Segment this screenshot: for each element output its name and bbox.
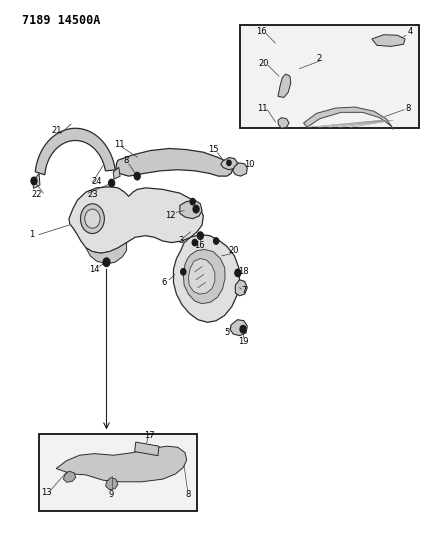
Text: 8: 8	[406, 103, 411, 112]
Circle shape	[134, 172, 140, 180]
Circle shape	[276, 40, 280, 46]
Text: 4: 4	[407, 27, 413, 36]
Text: 20: 20	[258, 59, 269, 68]
Circle shape	[193, 205, 199, 213]
Text: 20: 20	[228, 246, 238, 255]
Circle shape	[66, 465, 72, 472]
Polygon shape	[33, 173, 40, 188]
Text: 12: 12	[165, 211, 176, 220]
Polygon shape	[183, 249, 225, 304]
Polygon shape	[230, 320, 247, 336]
Polygon shape	[63, 471, 76, 482]
Circle shape	[227, 160, 231, 165]
Circle shape	[85, 209, 100, 228]
Circle shape	[240, 326, 246, 333]
Text: 17: 17	[144, 431, 155, 440]
Text: 16: 16	[256, 27, 267, 36]
Polygon shape	[56, 446, 187, 482]
Polygon shape	[180, 200, 202, 219]
Bar	[135, 442, 159, 456]
Text: 15: 15	[208, 145, 218, 154]
Circle shape	[197, 232, 203, 239]
Polygon shape	[278, 74, 291, 98]
Polygon shape	[188, 259, 215, 294]
Text: 11: 11	[257, 103, 268, 112]
Text: 10: 10	[244, 160, 254, 169]
Circle shape	[279, 72, 284, 78]
Circle shape	[299, 67, 304, 73]
Polygon shape	[69, 187, 203, 253]
Text: 8: 8	[124, 156, 129, 165]
Text: 13: 13	[41, 488, 52, 497]
Circle shape	[235, 269, 241, 277]
Bar	[240, 25, 419, 128]
Text: 18: 18	[238, 268, 249, 276]
Bar	[39, 434, 197, 511]
Polygon shape	[113, 167, 120, 179]
Polygon shape	[116, 149, 233, 176]
Polygon shape	[235, 280, 247, 296]
Text: 14: 14	[89, 265, 100, 273]
Text: 16: 16	[194, 241, 205, 250]
Text: 9: 9	[109, 489, 114, 498]
Text: 23: 23	[87, 190, 98, 199]
Text: 21: 21	[51, 126, 61, 135]
Polygon shape	[86, 243, 127, 264]
Polygon shape	[278, 118, 289, 128]
Text: 24: 24	[92, 177, 102, 186]
Text: 11: 11	[114, 140, 125, 149]
Polygon shape	[233, 163, 247, 176]
Text: 7: 7	[241, 286, 247, 295]
Text: 7189 14500A: 7189 14500A	[22, 14, 101, 27]
Circle shape	[179, 457, 185, 464]
Circle shape	[109, 179, 115, 187]
Circle shape	[31, 177, 37, 184]
Circle shape	[109, 471, 114, 477]
Text: 1: 1	[29, 230, 35, 239]
Text: 3: 3	[178, 237, 184, 246]
Text: 5: 5	[224, 328, 229, 337]
Text: 6: 6	[161, 278, 167, 287]
Circle shape	[190, 198, 195, 205]
Text: 2: 2	[316, 54, 321, 62]
Circle shape	[181, 269, 186, 275]
Text: 8: 8	[186, 489, 191, 498]
Polygon shape	[35, 128, 115, 175]
Circle shape	[103, 258, 110, 266]
Polygon shape	[372, 35, 405, 46]
Circle shape	[192, 239, 197, 246]
Polygon shape	[303, 107, 393, 130]
Polygon shape	[173, 235, 240, 322]
Text: 19: 19	[238, 337, 248, 346]
Polygon shape	[106, 478, 118, 490]
Text: 22: 22	[32, 190, 42, 199]
Circle shape	[80, 204, 104, 233]
Circle shape	[214, 238, 219, 244]
Polygon shape	[221, 158, 238, 169]
